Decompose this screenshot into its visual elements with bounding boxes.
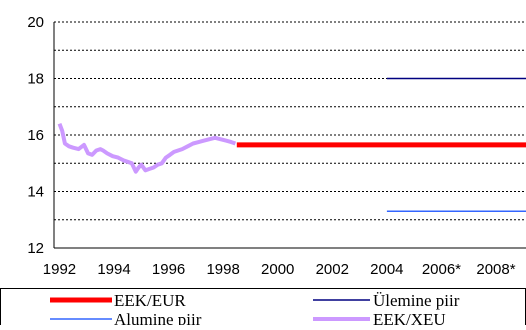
y-tick-label: 12 — [27, 240, 44, 257]
x-tick-label: 2000 — [261, 261, 294, 278]
y-tick-labels: 12 14 16 18 20 — [27, 14, 44, 257]
legend-label: Alumine piir — [114, 310, 202, 325]
x-tick-label: 2006* — [422, 261, 461, 278]
series-line-eek-xeu — [60, 124, 236, 172]
legend: EEK/EUR Ülemine piir Alumine piir EEK/XEU — [1, 289, 526, 326]
y-tick-label: 18 — [27, 71, 44, 88]
x-tick-label: 1998 — [206, 261, 239, 278]
legend-label: EEK/EUR — [114, 291, 186, 310]
series-lines — [60, 79, 526, 212]
legend-label: EEK/XEU — [373, 310, 446, 325]
y-tick-label: 14 — [27, 184, 44, 201]
legend-label: Ülemine piir — [373, 291, 460, 310]
grid-lines — [54, 22, 526, 220]
x-tick-label: 1994 — [97, 261, 130, 278]
x-tick-label: 1996 — [152, 261, 185, 278]
x-tick-label: 2008* — [476, 261, 515, 278]
x-tick-label: 2002 — [316, 261, 349, 278]
x-tick-labels: 1992 1994 1996 1998 2000 2002 2004 2006* 2008* — [43, 261, 516, 278]
x-tick-label: 1992 — [43, 261, 76, 278]
x-tick-label: 2004 — [370, 261, 403, 278]
y-tick-label: 20 — [27, 14, 44, 31]
y-tick-label: 16 — [27, 127, 44, 144]
